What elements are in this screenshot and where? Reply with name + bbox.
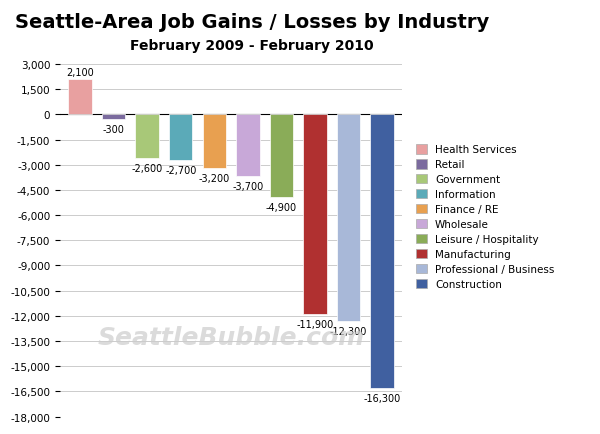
Text: Seattle-Area Job Gains / Losses by Industry: Seattle-Area Job Gains / Losses by Indus… <box>15 13 489 32</box>
Text: -12,300: -12,300 <box>329 326 367 336</box>
Text: -11,900: -11,900 <box>296 319 334 329</box>
Text: -3,700: -3,700 <box>232 182 263 192</box>
Text: -300: -300 <box>103 125 125 135</box>
Text: 2,100: 2,100 <box>66 68 94 78</box>
Bar <box>337 115 360 321</box>
Bar <box>370 115 394 388</box>
Text: February 2009 - February 2010: February 2009 - February 2010 <box>130 39 374 53</box>
Legend: Health Services, Retail, Government, Information, Finance / RE, Wholesale, Leisu: Health Services, Retail, Government, Inf… <box>416 145 554 289</box>
Text: -3,200: -3,200 <box>199 174 230 184</box>
Bar <box>203 115 226 169</box>
Bar <box>136 115 159 158</box>
Bar <box>269 115 293 197</box>
Bar <box>68 80 92 115</box>
Text: -2,600: -2,600 <box>131 164 163 174</box>
Text: -16,300: -16,300 <box>363 393 401 403</box>
Text: -4,900: -4,900 <box>266 202 297 212</box>
Bar <box>303 115 326 315</box>
Text: -2,700: -2,700 <box>165 165 196 175</box>
Bar <box>236 115 260 177</box>
Text: SeattleBubble.com: SeattleBubble.com <box>97 326 365 349</box>
Bar <box>169 115 193 160</box>
Bar <box>102 115 125 120</box>
